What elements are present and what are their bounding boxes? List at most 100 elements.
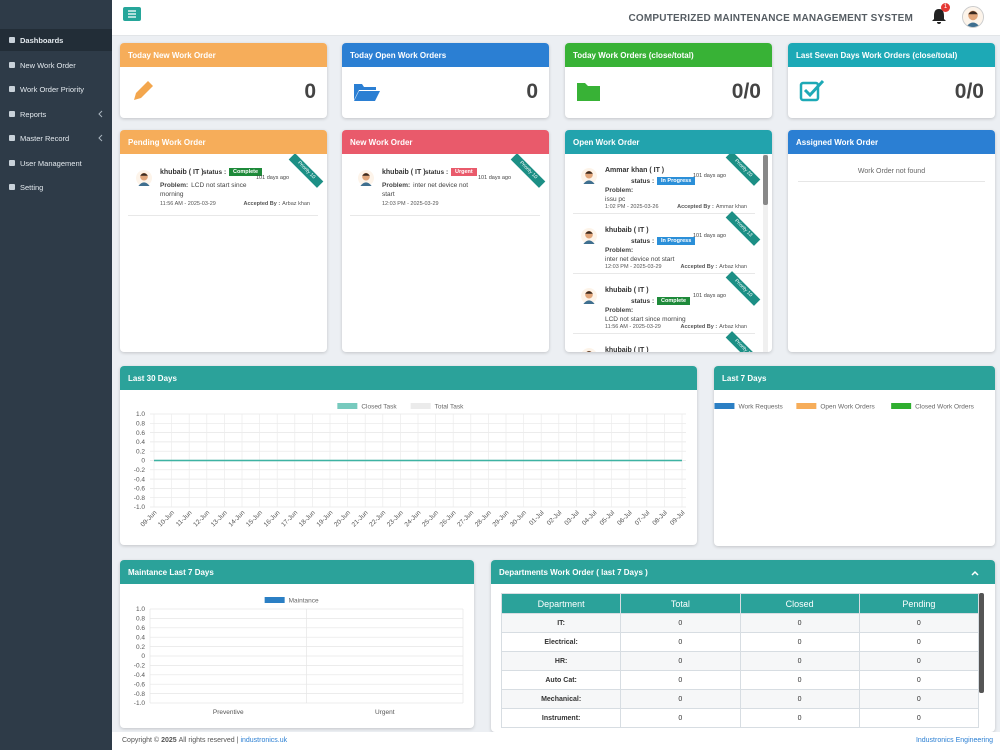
problem-label: Problem: [605,187,634,194]
table-row: Instrument: 0 0 0 [501,708,979,728]
x-tick-label: 08-Jul [651,509,669,527]
empty-message: Work Order not found [798,168,985,182]
time-ago: 101 days ago [693,293,727,299]
status-badge: In Progress [657,236,696,245]
user-avatar[interactable] [962,6,984,28]
icon [9,159,15,166]
table-cell: 0 [620,651,741,671]
table-cell: 0 [858,708,979,728]
menu-item[interactable]: Reports [0,103,112,125]
scrollbar-track [763,154,768,352]
menu-item[interactable]: Setting [0,176,112,198]
work-order-item[interactable]: Ammar khan ( IT ) Priority 20 status : In P… [573,154,761,214]
rights: All rights reserved | [178,737,239,744]
work-order-item[interactable]: khubaib ( IT ) Priority 10 status : Urgent 1… [350,154,546,216]
x-tick-label: 24-Jun [403,509,422,528]
table-cell: 0 [739,632,860,652]
x-tick-label: 12-Jun [192,509,211,528]
status-badge: Complete [229,167,263,176]
menu-item[interactable]: User Management [0,152,112,174]
x-tick-label: 05-Jul [599,509,617,527]
stat-value: 0/0 [954,80,984,103]
y-tick-label: -0.2 [134,663,146,670]
company-name[interactable]: Industronics Engineering [915,737,993,744]
y-tick-label: 0 [141,458,145,465]
notification-count: 1 [941,3,950,12]
menu-icon [9,110,15,117]
work-order-panel: New Work Order khubaib ( IT ) Priority 10 s… [342,130,549,352]
x-tick-label: 16-Jun [263,509,282,528]
icon [98,110,103,117]
stat-card-title: Last Seven Days Work Orders (close/total… [788,43,995,67]
table-cell: 0 [739,708,860,728]
order-date: 11:56 AM - 2025-03-29 [605,324,661,330]
chevron [98,110,103,117]
scrollbar-thumb[interactable] [763,155,768,205]
problem-label: Problem: [382,182,411,189]
menu-icon [9,159,15,166]
avatar-body [360,182,372,186]
y-tick-label: 1.0 [136,411,145,418]
sidebar: Dashboards New Work Order Work Order Prior… [0,0,112,750]
x-tick-label: 20-Jun [333,509,352,528]
accepted-by: Accepted By : Arbaz khan [680,324,747,330]
x-tick-label: 23-Jun [386,509,405,528]
table-cell: 0 [739,670,860,690]
problem-label: Problem: [605,307,634,314]
x-tick-label: 13-Jun [210,509,229,528]
legend-swatch [337,403,358,409]
y-tick-label: 0.2 [136,448,145,455]
check-mark [803,79,825,98]
stat-value: 0 [304,80,316,103]
menu-item[interactable]: New Work Order [0,54,112,76]
avatar-body [966,22,980,27]
time-ago: 101 days ago [478,175,512,181]
x-tick-label: 15-Jun [245,509,264,528]
accepted-by: Accepted By : Arbaz khan [680,264,747,270]
column-header: Closed [739,593,860,614]
problem-label: Problem: [160,182,189,189]
time-ago: 101 days ago [256,175,290,181]
table-cell: 0 [620,708,741,728]
table-cell: Instrument: [501,708,622,728]
problem-text: inter net device not start [382,182,469,198]
icon [9,110,15,117]
problem-text: LCD not start since morning [605,316,686,323]
work-order-panel: Open Work Order Ammar khan ( IT ) Priority… [565,130,772,352]
icon[interactable] [971,569,979,577]
icon [932,9,946,24]
footer-link[interactable]: industronics.uk [240,737,288,744]
notification-bell[interactable]: 1 [930,3,950,26]
menu-item[interactable]: Dashboards [0,29,112,51]
menu-toggle[interactable] [123,7,141,21]
icon [9,135,15,141]
work-order-item[interactable]: khubaib ( IT ) Priority 10 status : Complet… [573,271,761,334]
priority-ribbon: Priority 10 [288,154,324,188]
table-cell: Electrical: [501,632,622,652]
problem: Problem: LCD not start since morning [160,181,255,199]
work-order-item[interactable]: khubaib ( IT ) Priority 13 status : In Prog… [573,211,761,274]
work-order-item[interactable]: khubaib ( IT ) Priority 10 status : Complet… [128,154,324,216]
y-tick-label: -0.4 [134,672,146,679]
y-tick-label: 0.6 [136,625,145,632]
column-header: Pending [858,593,979,614]
menu-item[interactable]: Master Record [0,127,112,149]
status-label: status : [425,169,449,176]
icon [582,348,596,352]
accepted-by: Accepted By : Ammar khan [677,204,747,210]
menu-label: Setting [20,183,44,192]
menu-label: Dashboards [20,36,64,45]
menu-item[interactable]: Work Order Priority [0,78,112,100]
status-label: status : [631,238,655,245]
scrollbar-thumb[interactable] [979,593,984,693]
y-tick-label: -0.6 [134,486,146,493]
table-cell: HR: [501,651,622,671]
x-tick-label: 14-Jun [227,509,246,528]
chart-title: Maintance Last 7 Days [120,560,474,584]
stat-card-title: Today Open Work Orders [342,43,549,67]
accepted-name: Ammar khan [715,204,747,210]
priority-ribbon: Priority 10 [725,271,761,306]
work-order-item[interactable]: khubaib ( IT ) Priority 10 [573,331,761,352]
y-tick-label: -0.8 [134,495,146,502]
check-box [799,81,820,102]
